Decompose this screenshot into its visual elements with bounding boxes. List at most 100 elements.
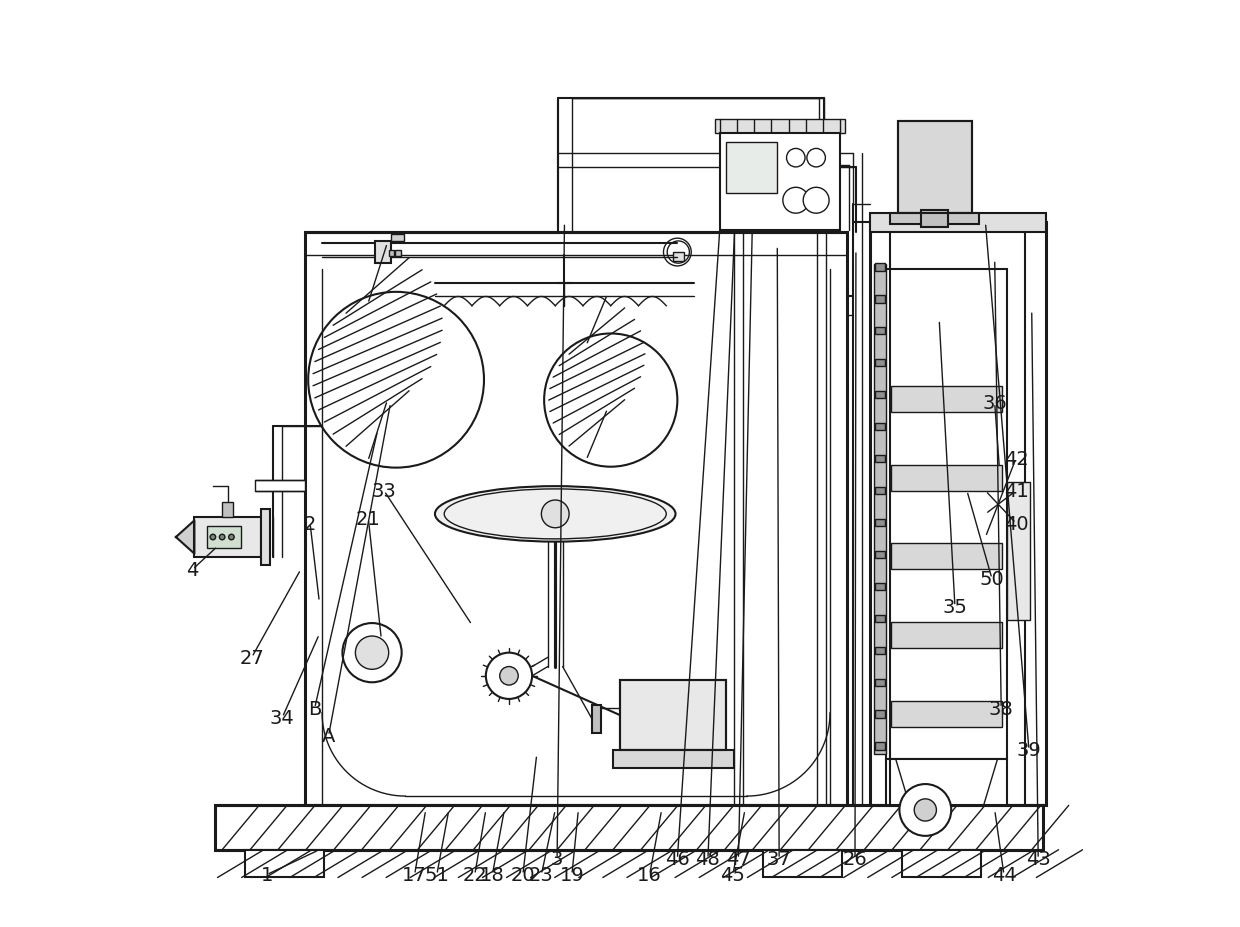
Text: B: B	[308, 699, 321, 717]
Text: 51: 51	[424, 865, 449, 884]
Bar	[887, 270, 1007, 759]
Text: 34: 34	[270, 708, 295, 727]
Bar	[1007, 482, 1030, 620]
Bar	[620, 680, 727, 750]
Bar	[374, 242, 392, 264]
Bar	[764, 850, 842, 878]
Bar	[388, 251, 394, 257]
Bar	[920, 211, 949, 228]
Bar	[898, 121, 972, 214]
Bar	[593, 705, 601, 733]
Bar	[875, 360, 884, 367]
Bar	[215, 806, 1043, 850]
Text: 40: 40	[1003, 514, 1028, 533]
Circle shape	[786, 149, 805, 168]
Bar	[875, 615, 884, 622]
Text: 39: 39	[1017, 741, 1042, 759]
Text: 33: 33	[372, 482, 397, 501]
Bar	[892, 701, 1002, 727]
Text: 23: 23	[529, 865, 554, 884]
Bar	[892, 387, 1002, 413]
Bar	[875, 743, 884, 750]
Circle shape	[914, 799, 936, 821]
Circle shape	[210, 535, 216, 540]
Bar	[620, 680, 727, 750]
Text: 18: 18	[480, 865, 505, 884]
Bar	[892, 622, 1002, 648]
Bar	[875, 711, 884, 718]
Circle shape	[899, 784, 951, 836]
Text: 46: 46	[665, 849, 689, 869]
Text: 50: 50	[980, 569, 1004, 589]
Text: 41: 41	[1003, 482, 1028, 501]
Bar	[875, 519, 884, 527]
Bar	[903, 850, 981, 878]
Text: 35: 35	[942, 597, 967, 616]
Bar	[715, 120, 844, 133]
Bar	[874, 265, 885, 755]
Text: 43: 43	[1025, 849, 1050, 869]
Bar	[207, 527, 241, 549]
Bar	[720, 133, 841, 231]
Bar	[222, 502, 233, 517]
Bar	[875, 647, 884, 654]
Text: 26: 26	[843, 849, 868, 869]
Bar	[887, 759, 1007, 806]
Bar	[254, 480, 305, 491]
Text: 21: 21	[356, 510, 381, 528]
Bar	[305, 233, 847, 806]
Circle shape	[486, 653, 532, 699]
Text: 44: 44	[992, 865, 1017, 884]
Text: 1: 1	[260, 865, 273, 884]
Bar	[875, 391, 884, 399]
Text: 22: 22	[463, 865, 487, 884]
Text: 4: 4	[186, 560, 198, 579]
Text: 47: 47	[727, 849, 750, 869]
Bar	[613, 750, 734, 768]
Bar	[727, 143, 777, 194]
Bar	[898, 121, 972, 214]
Bar	[875, 424, 884, 431]
Text: 3: 3	[551, 849, 563, 869]
Text: 20: 20	[511, 865, 536, 884]
Circle shape	[804, 188, 830, 214]
Text: 27: 27	[239, 648, 264, 667]
Bar	[260, 510, 270, 565]
Circle shape	[807, 149, 826, 168]
Text: 37: 37	[766, 849, 791, 869]
Circle shape	[228, 535, 234, 540]
Text: 45: 45	[720, 865, 745, 884]
Bar	[869, 223, 1045, 806]
Bar	[875, 583, 884, 590]
Text: A: A	[322, 727, 335, 745]
Bar	[875, 679, 884, 686]
Bar	[875, 264, 884, 272]
Circle shape	[342, 623, 402, 682]
Bar	[869, 214, 1045, 233]
Bar	[246, 850, 324, 878]
Bar	[875, 488, 884, 495]
Ellipse shape	[435, 487, 676, 542]
Text: 38: 38	[988, 699, 1013, 717]
Bar	[392, 235, 404, 242]
Bar	[396, 251, 401, 257]
Text: 19: 19	[559, 865, 584, 884]
Bar	[890, 214, 980, 225]
Circle shape	[542, 501, 569, 528]
Text: 16: 16	[637, 865, 662, 884]
Circle shape	[219, 535, 224, 540]
Bar	[195, 517, 260, 558]
Circle shape	[356, 636, 388, 669]
Bar	[673, 253, 683, 262]
Bar	[892, 465, 1002, 491]
Circle shape	[500, 667, 518, 685]
Bar	[875, 328, 884, 335]
Circle shape	[782, 188, 808, 214]
Text: 48: 48	[696, 849, 720, 869]
Bar	[875, 552, 884, 558]
Bar	[875, 455, 884, 463]
Text: 42: 42	[1003, 450, 1028, 468]
Polygon shape	[176, 521, 195, 554]
Text: 36: 36	[982, 394, 1007, 413]
Bar	[875, 296, 884, 303]
